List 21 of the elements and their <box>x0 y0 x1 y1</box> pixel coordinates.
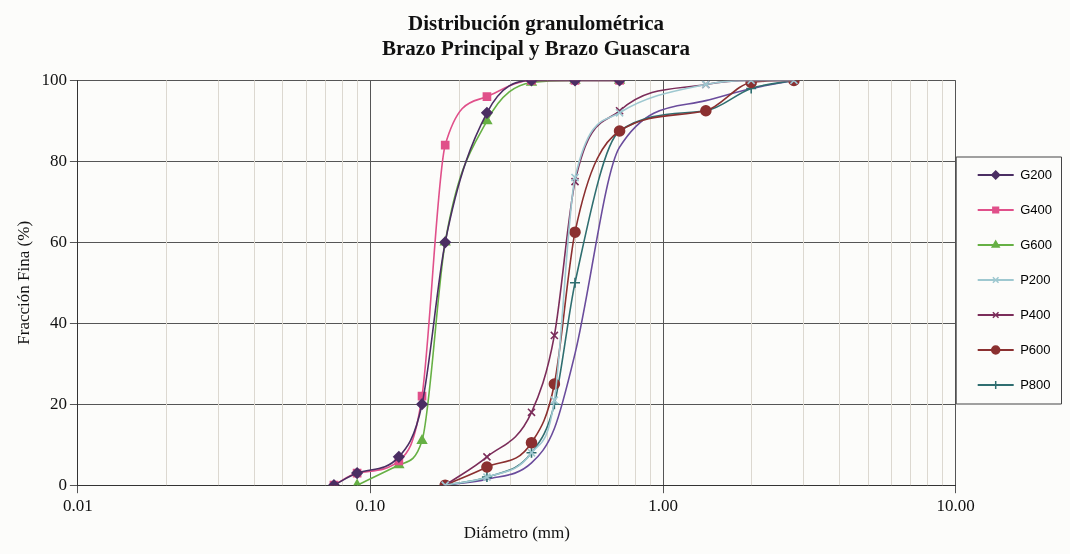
chart-title: Distribución granulométrica <box>407 11 665 36</box>
legend-label: G200 <box>1020 166 1053 182</box>
y-tick-label: 20 <box>49 393 67 413</box>
x-tick-label: 0.01 <box>63 495 93 515</box>
y-tick-label: 60 <box>49 231 67 251</box>
legend-label: G600 <box>1020 236 1053 252</box>
legend-label: P200 <box>1020 271 1051 287</box>
y-tick-label: 40 <box>49 312 67 332</box>
legend-label: P600 <box>1020 341 1051 357</box>
legend-label: P800 <box>1020 376 1051 392</box>
x-tick-label: 1.00 <box>648 495 678 515</box>
legend-label: P400 <box>1020 306 1051 322</box>
x-axis-title: Diámetro (mm) <box>463 523 570 543</box>
y-axis-title: Fracción Fina (%) <box>13 220 33 345</box>
y-tick-label: 0 <box>58 474 67 494</box>
y-tick-label: 80 <box>49 150 67 170</box>
legend-label: G400 <box>1020 201 1053 217</box>
chart-subtitle: Brazo Principal y Brazo Guascara <box>382 36 691 61</box>
x-tick-label: 0.10 <box>355 495 386 515</box>
y-tick-label: 100 <box>41 69 67 89</box>
x-tick-label: 10.00 <box>936 495 975 515</box>
